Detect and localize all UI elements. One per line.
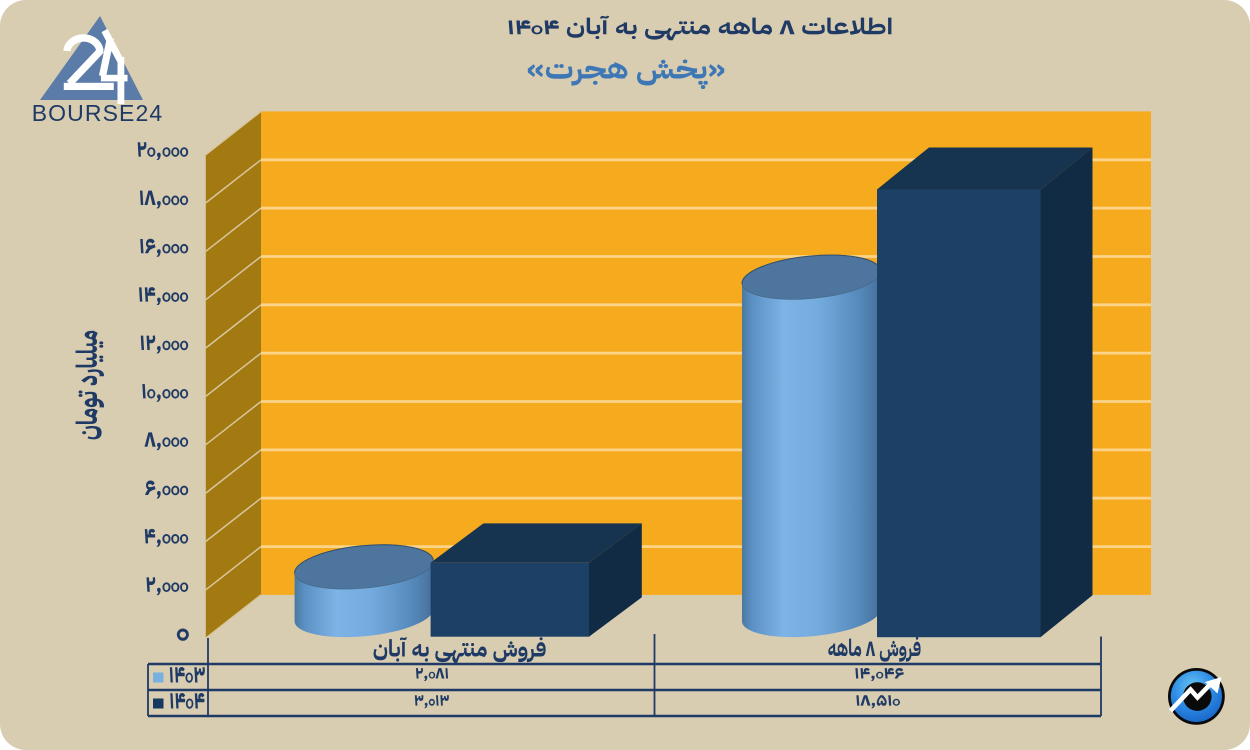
svg-text:BOURSE24: BOURSE24 <box>32 100 164 126</box>
